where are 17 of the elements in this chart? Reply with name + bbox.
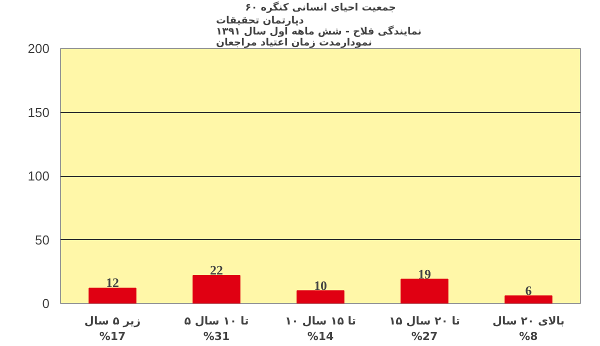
chart-subtitle: دپارتمان تحقیقات نمایندگی فلاح - شش ماهه اول سال ۱۳۹۱ نمودارمدت زمان اعتیاد مراجعان: [216, 16, 422, 48]
y-tick-label: 200: [28, 41, 50, 56]
bar: [88, 288, 136, 304]
y-tick-label: 100: [28, 168, 50, 184]
data-label: 10: [314, 278, 327, 293]
data-label: 12: [106, 275, 119, 290]
bar: [504, 295, 552, 304]
bar: [296, 290, 344, 304]
data-label: 6: [525, 282, 532, 298]
data-label: 22: [210, 262, 223, 278]
bar: [192, 274, 240, 304]
y-tick-label: 150: [28, 104, 50, 120]
data-label: 19: [418, 266, 432, 282]
y-tick-label: 50: [35, 232, 50, 248]
y-tick-label: 0: [42, 296, 50, 311]
chart-title: جمعیت احیای انسانی کنگره ۶۰: [245, 0, 396, 14]
bar: [400, 278, 448, 304]
